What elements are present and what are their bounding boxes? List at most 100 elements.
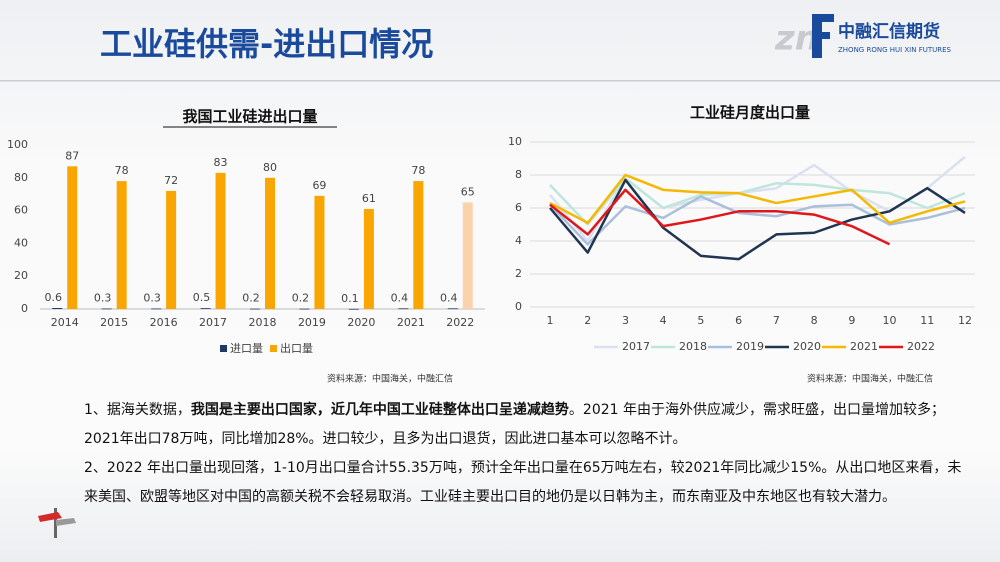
bar [299,308,310,310]
bar [151,308,162,310]
bar [116,181,127,309]
value-label: 0.2 [292,292,310,305]
bar [363,208,374,309]
line [549,195,966,246]
x-tick-label: 5 [697,314,704,327]
value-label: 0.5 [193,291,211,304]
text-run: 1、据海关数据， [84,402,191,418]
y-tick-label: 60 [14,204,28,217]
x-tick-label: 2019 [298,316,326,329]
logo-en: ZHONG RONG HUI XIN FUTURES [838,46,952,54]
x-tick-label: 2015 [100,316,128,329]
legend-label: 2018 [679,340,707,353]
x-tick-label: 4 [660,314,667,327]
legend-label: 出口量 [280,341,313,355]
bar [265,177,275,309]
legend-label: 2022 [907,340,935,353]
text-run: 我国是主要出口国家，近几年中国工业硅整体出口呈递减趋势 [190,402,569,418]
bar [52,308,63,309]
legend-label: 2021 [850,340,878,353]
value-label: 80 [263,161,277,174]
line [549,178,966,261]
value-label: 83 [214,156,228,169]
value-label: 78 [411,164,425,177]
y-tick-label: 6 [515,201,522,214]
value-label: 0.4 [391,291,409,304]
value-label: 0.6 [44,291,62,304]
legend-swatch [270,345,277,352]
value-label: 65 [461,185,475,198]
x-tick-label: 2017 [199,316,227,329]
y-tick-label: 0 [515,300,522,313]
logo-f [812,32,830,39]
value-label: 87 [65,149,79,162]
header-rule [0,80,1000,82]
line [549,173,966,225]
bar [314,195,325,309]
slide-title: 工业硅供需-进出口情况 [100,25,433,63]
x-tick-label: 2 [584,314,591,327]
x-tick-label: 2016 [150,316,178,329]
x-tick-label: 3 [622,314,629,327]
paragraphs: 1、据海关数据，我国是主要出口国家，近几年中国工业硅整体出口呈递减趋势。2021… [84,396,972,512]
y-tick-label: 40 [14,236,28,249]
legend-swatch [220,345,227,352]
paragraph: 1、据海关数据，我国是主要出口国家，近几年中国工业硅整体出口呈递减趋势。2021… [84,396,972,454]
bar [348,308,359,310]
y-tick-label: 100 [7,138,28,151]
x-tick-label: 2021 [397,316,425,329]
legend-label: 2017 [622,340,650,353]
bar [462,202,473,309]
bar [166,190,177,309]
logo-mark: zn [774,19,819,59]
x-tick-label: 2020 [347,316,375,329]
line [549,177,966,226]
x-tick-label: 10 [883,314,897,327]
x-tick-label: 9 [848,314,855,327]
x-tick-label: 2018 [249,316,277,329]
legend-label: 2020 [793,340,821,353]
bar [200,308,211,309]
text-run: 。2021 年由于海外供应减少，需求旺盛，出口量增加较多；2021年出口78万吨… [84,402,945,447]
value-label: 72 [164,174,178,187]
legend-label: 进口量 [230,342,263,355]
line [549,188,891,246]
y-tick-label: 80 [14,171,28,184]
logo-f [812,14,834,22]
text-run: 2、2022 年出口量出现回落，1-10月出口量合计55.35万吨，预计全年出口… [84,460,962,505]
value-label: 0.4 [440,291,458,304]
y-tick-label: 0 [21,302,28,315]
source-note: 资料来源：中国海关，中融汇信 [327,373,453,385]
y-tick-label: 20 [14,269,28,282]
x-tick-label: 6 [735,314,742,327]
x-tick-label: 12 [958,314,972,327]
x-tick-label: 8 [811,314,818,327]
signpost [38,508,76,538]
value-label: 69 [312,179,326,192]
x-tick-label: 2022 [446,316,474,329]
chart-title: 工业硅月度出口量 [690,104,810,122]
bar [215,172,226,309]
source-note: 资料来源：中国海关，中融汇信 [807,373,933,385]
x-tick-label: 11 [920,314,934,327]
logo-cn: 中融汇信期货 [838,21,940,42]
y-tick-label: 2 [515,267,522,280]
bar [447,308,458,310]
bar [398,308,409,310]
y-tick-label: 10 [508,135,522,148]
x-tick-label: 7 [773,314,780,327]
value-label: 0.1 [341,292,359,305]
paragraph: 2、2022 年出口量出现回落，1-10月出口量合计55.35万吨，预计全年出口… [84,454,972,512]
chart-title: 我国工业硅进出口量 [182,108,317,126]
bar [101,308,112,310]
value-label: 0.2 [242,292,260,305]
bar [250,308,260,310]
value-label: 78 [115,164,129,177]
value-label: 61 [362,192,376,205]
y-tick-label: 8 [515,168,522,181]
x-tick-label: 1 [547,314,554,327]
bar [413,181,424,309]
y-tick-label: 4 [515,234,522,247]
bar [67,166,78,309]
